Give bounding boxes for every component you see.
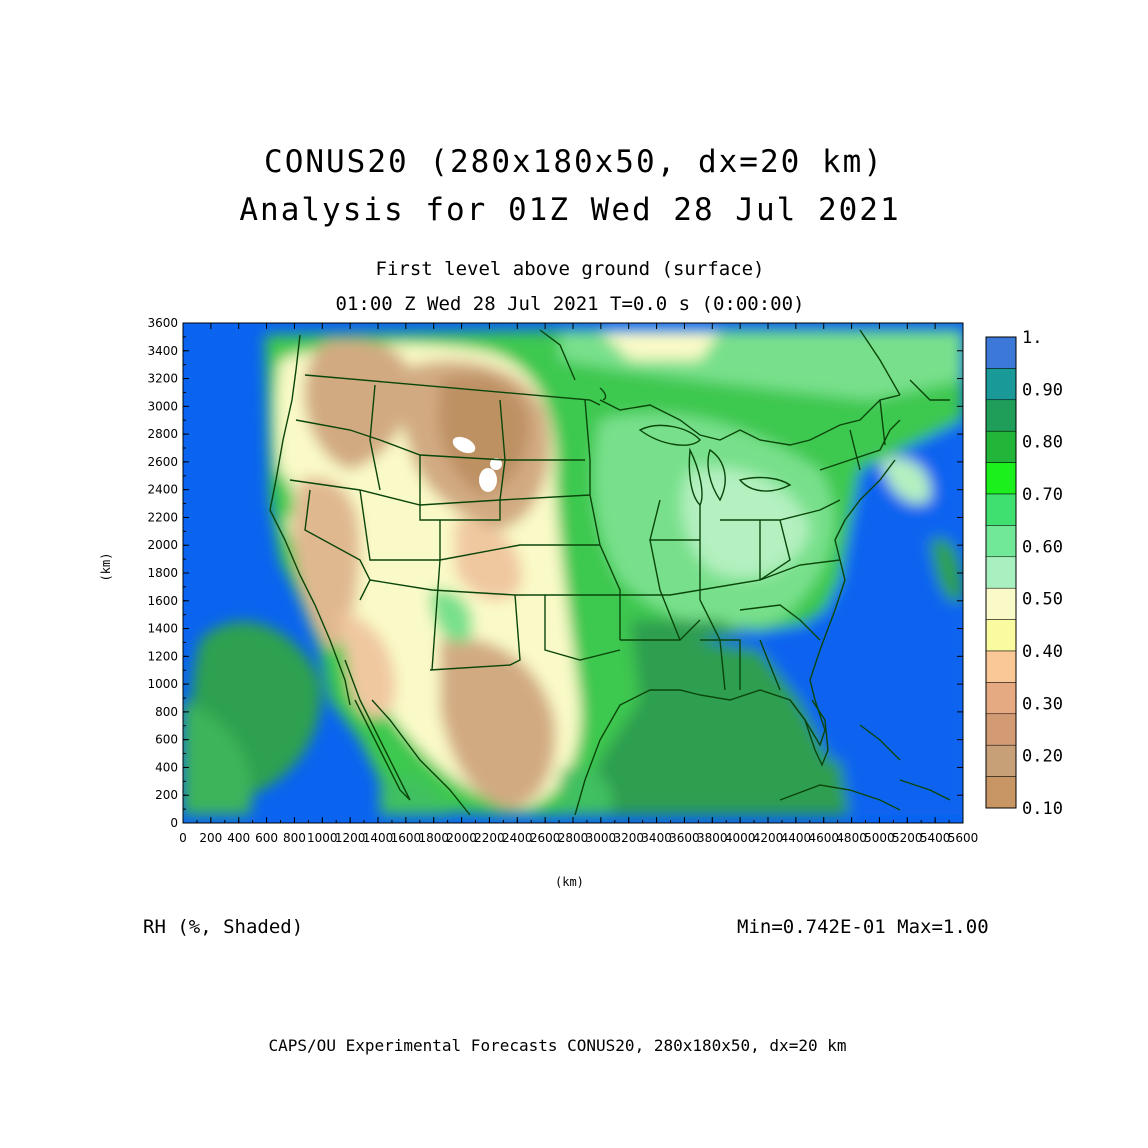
subtitle-level: First level above ground (surface): [375, 258, 765, 280]
x-tick-label: 2600: [530, 831, 561, 845]
y-tick-label: 2800: [147, 427, 178, 441]
x-tick-label: 1200: [335, 831, 366, 845]
x-tick-label: 1600: [391, 831, 422, 845]
y-tick-label: 1800: [147, 566, 178, 580]
x-tick-label: 3200: [613, 831, 644, 845]
y-tick-label: 3600: [147, 316, 178, 330]
colorbar-swatch: [985, 713, 1017, 746]
colorbar-swatch: [985, 368, 1017, 401]
y-tick-label: 1600: [147, 594, 178, 608]
x-axis-label: (km): [555, 875, 584, 889]
colorbar-frame: [985, 336, 1017, 809]
y-tick-label: 1400: [147, 622, 178, 636]
x-tick-label: 0: [179, 831, 187, 845]
colorbar-label: 0.60: [1022, 537, 1063, 557]
colorbar-swatch: [985, 619, 1017, 652]
y-tick-label: 3200: [147, 372, 178, 386]
colorbar-label: 0.40: [1022, 642, 1063, 662]
x-tick-label: 200: [199, 831, 222, 845]
x-tick-label: 5200: [892, 831, 923, 845]
y-tick-label: 0: [170, 816, 178, 830]
y-tick-label: 800: [155, 705, 178, 719]
colorbar-swatch: [985, 336, 1017, 369]
x-tick-label: 3000: [586, 831, 617, 845]
title-line-2: Analysis for 01Z Wed 28 Jul 2021: [239, 192, 901, 228]
x-tick-label: 4600: [808, 831, 839, 845]
x-tick-label: 4400: [781, 831, 812, 845]
colorbar-swatch: [985, 682, 1017, 715]
x-tick-label: 4000: [725, 831, 756, 845]
colorbar-label: 0.80: [1022, 433, 1063, 453]
colorbar-label: 0.90: [1022, 380, 1063, 400]
y-tick-label: 1000: [147, 677, 178, 691]
colorbar-swatch: [985, 587, 1017, 620]
colorbar: 1. 0.90 0.80 0.70 0.60 0.50 0.40 0.30 0.20 0.10: [985, 328, 1063, 819]
x-tick-label: 4800: [836, 831, 867, 845]
x-tick-label: 2000: [446, 831, 477, 845]
colorbar-swatch: [985, 525, 1017, 558]
y-tick-label: 600: [155, 733, 178, 747]
x-tick-label: 4200: [753, 831, 784, 845]
colorbar-label: 0.20: [1022, 747, 1063, 767]
colorbar-swatch: [985, 462, 1017, 495]
x-tick-label: 3600: [669, 831, 700, 845]
y-tick-label: 200: [155, 788, 178, 802]
x-tick-label: 3400: [641, 831, 672, 845]
colorbar-swatch: [985, 556, 1017, 589]
footer-credit: CAPS/OU Experimental Forecasts CONUS20, …: [268, 1036, 847, 1055]
variable-label: RH (%, Shaded): [143, 916, 304, 938]
colorbar-label: 0.30: [1022, 694, 1063, 714]
colorbar-label: 0.10: [1022, 799, 1063, 819]
x-tick-label: 600: [255, 831, 278, 845]
y-tick-label: 400: [155, 760, 178, 774]
y-tick-label: 1200: [147, 649, 178, 663]
y-tick-label: 2200: [147, 510, 178, 524]
y-tick-label: 3400: [147, 344, 178, 358]
x-tick-label: 5400: [920, 831, 951, 845]
y-axis-label: (km): [99, 552, 113, 582]
title-line-1: CONUS20 (280x180x50, dx=20 km): [264, 144, 884, 180]
x-tick-label: 2400: [502, 831, 533, 845]
x-tick-label: 5000: [864, 831, 895, 845]
x-tick-label: 400: [227, 831, 250, 845]
state-boundaries: [269, 329, 951, 816]
x-tick-label: 5600: [948, 831, 979, 845]
rh-shaded-field: [183, 323, 963, 823]
colorbar-swatch: [985, 399, 1017, 432]
x-tick-label: 800: [283, 831, 306, 845]
colorbar-swatch: [985, 493, 1017, 526]
y-tick-label: 2400: [147, 483, 178, 497]
colorbar-swatch: [985, 776, 1017, 809]
colorbar-label: 0.50: [1022, 590, 1063, 610]
x-tick-label: 2200: [474, 831, 505, 845]
colorbar-swatch: [985, 650, 1017, 683]
colorbar-swatch: [985, 430, 1017, 463]
subtitle-time: 01:00 Z Wed 28 Jul 2021 T=0.0 s (0:00:00…: [335, 293, 805, 315]
x-tick-label: 1800: [418, 831, 449, 845]
axis-ticks: 0 200 400 600 800 100012001400160018002000220…: [147, 316, 978, 845]
colorbar-swatch: [985, 744, 1017, 777]
x-tick-label: 1000: [307, 831, 338, 845]
x-tick-label: 1400: [363, 831, 394, 845]
y-tick-label: 2600: [147, 455, 178, 469]
x-tick-label: 2800: [558, 831, 589, 845]
colorbar-label: 0.70: [1022, 485, 1063, 505]
y-tick-label: 3000: [147, 399, 178, 413]
x-tick-label: 3800: [697, 831, 728, 845]
y-tick-label: 2000: [147, 538, 178, 552]
colorbar-label: 1.: [1022, 328, 1042, 348]
min-max-label: Min=0.742E-01 Max=1.00: [737, 916, 989, 938]
